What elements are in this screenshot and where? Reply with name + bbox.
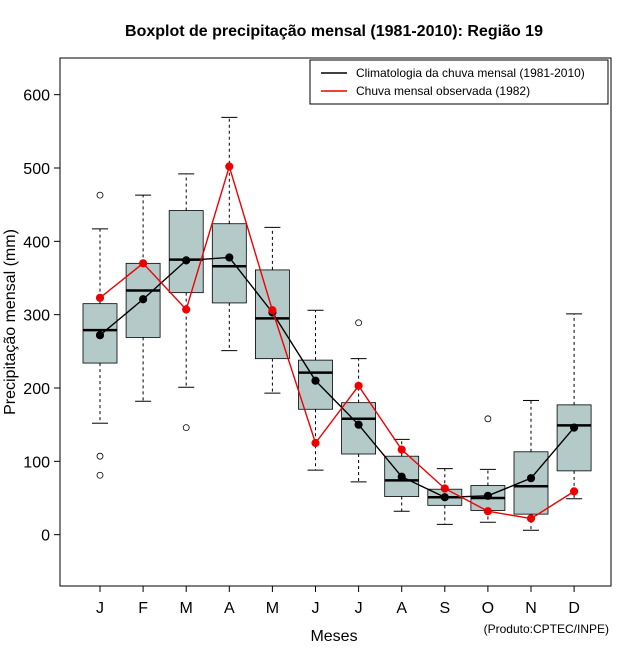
- series-point: [225, 162, 234, 171]
- y-tick-label: 500: [23, 161, 50, 178]
- series-point: [570, 423, 579, 432]
- series-point: [440, 493, 449, 502]
- legend-box: [309, 59, 609, 105]
- outlier-point: [96, 471, 104, 479]
- series-point: [570, 487, 579, 496]
- box-iqr: [211, 223, 247, 304]
- x-tick-label: J: [312, 600, 320, 617]
- series-point: [95, 331, 105, 340]
- box-D: [556, 313, 592, 500]
- series-lines: [95, 162, 579, 523]
- plot-frame: [59, 57, 612, 587]
- x-tick-label: M: [180, 600, 193, 617]
- x-tick-label: N: [525, 600, 537, 617]
- y-tick-label: 0: [41, 528, 50, 545]
- series-line: [99, 164, 575, 520]
- x-tick-label: M: [266, 600, 279, 617]
- legend-label: Chuva mensal observada (1982): [356, 84, 530, 98]
- series-point: [397, 472, 406, 481]
- box-O: [470, 415, 506, 523]
- box-iqr: [556, 404, 592, 472]
- legend: Climatologia da chuva mensal (1981-2010)…: [309, 59, 609, 105]
- series-observed: [95, 162, 579, 523]
- y-tick-label: 300: [23, 308, 50, 325]
- boxplot-boxes: [82, 116, 592, 531]
- x-tick-label: J: [355, 600, 363, 617]
- y-tick-label: 200: [23, 381, 50, 398]
- x-axis-label: Meses: [310, 628, 357, 645]
- legend-label: Climatologia da chuva mensal (1981-2010): [356, 66, 585, 80]
- box-iqr: [168, 210, 204, 294]
- series-point: [225, 253, 234, 262]
- series-point: [483, 507, 492, 516]
- outlier-point: [484, 415, 492, 423]
- outlier-point: [355, 319, 363, 327]
- y-axis-label: Precipitação mensal (mm): [2, 229, 19, 415]
- series-point: [139, 295, 148, 304]
- y-tick-label: 400: [23, 234, 50, 251]
- box-J: [82, 191, 118, 479]
- series-point: [311, 376, 320, 385]
- series-point: [95, 293, 105, 302]
- series-point: [311, 438, 320, 448]
- outlier-point: [96, 452, 104, 460]
- x-tick-label: O: [482, 600, 494, 617]
- series-point: [483, 491, 492, 500]
- chart-title: Boxplot de precipitação mensal (1981-201…: [125, 23, 543, 40]
- series-climatology: [95, 253, 579, 502]
- series-point: [182, 256, 191, 265]
- box-A: [211, 116, 247, 352]
- outlier-point: [182, 424, 190, 432]
- box-M: [168, 173, 204, 432]
- series-point: [397, 445, 406, 454]
- x-tick-label: A: [224, 600, 235, 617]
- series-point: [526, 514, 536, 523]
- x-tick-label: J: [96, 600, 104, 617]
- series-point: [354, 381, 363, 390]
- series-point: [440, 484, 449, 493]
- product-credit: (Produto:CPTEC/INPE): [484, 622, 609, 636]
- series-point: [268, 306, 277, 315]
- x-tick-label: A: [396, 600, 407, 617]
- x-tick-label: F: [138, 600, 148, 617]
- x-tick-label: D: [568, 600, 580, 617]
- y-tick-label: 600: [23, 88, 50, 105]
- x-tick-label: S: [439, 600, 450, 617]
- series-point: [526, 474, 536, 483]
- series-line: [99, 256, 575, 498]
- series-point: [354, 420, 363, 429]
- series-point: [182, 305, 191, 314]
- y-tick-label: 100: [23, 454, 50, 471]
- y-axis: 0 100 200 300 400 500 600: [23, 88, 60, 545]
- outlier-point: [96, 191, 104, 199]
- series-point: [139, 259, 148, 268]
